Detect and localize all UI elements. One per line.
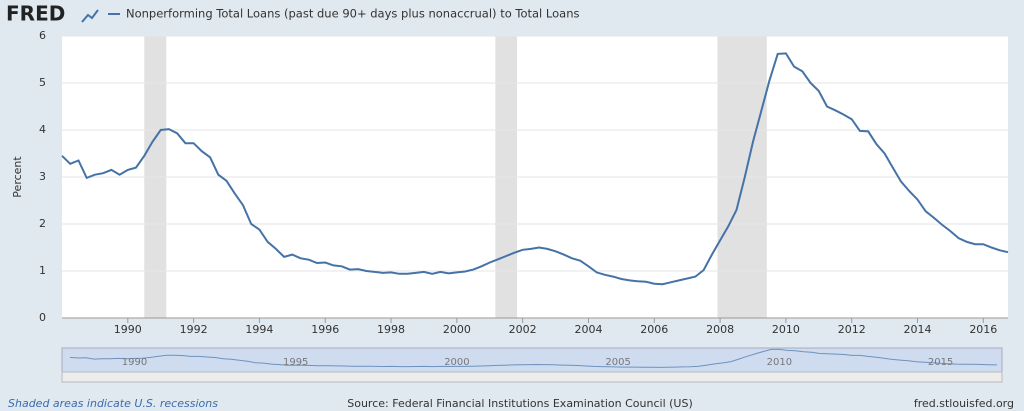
y-tick-label: 0 (39, 311, 46, 324)
y-tick-label: 1 (39, 264, 46, 277)
navigator[interactable] (61, 347, 1003, 373)
chart-title[interactable]: Nonperforming Total Loans (past due 90+ … (126, 7, 579, 21)
navigator-tick-label: 2010 (767, 357, 792, 368)
x-tick-label: 2006 (640, 323, 668, 336)
site[interactable]: fred.stlouisfed.org (914, 397, 1014, 410)
x-tick-label: 1998 (377, 323, 405, 336)
x-tick-label: 2014 (904, 323, 932, 336)
logo-icon (81, 9, 99, 23)
x-tick-label: 2012 (838, 323, 866, 336)
x-tick-label: 2000 (443, 323, 471, 336)
source: Source: Federal Financial Institutions E… (347, 397, 693, 410)
x-tick-label: 2002 (509, 323, 537, 336)
y-tick-label: 4 (39, 123, 46, 136)
x-tick-label: 2016 (969, 323, 997, 336)
y-tick-label: 2 (39, 217, 46, 230)
navigator-line (69, 348, 998, 368)
y-tick-label: 5 (39, 76, 46, 89)
navigator-tick-label: 2015 (928, 357, 953, 368)
x-tick-label: 1994 (245, 323, 273, 336)
navigator-tick-label: 1990 (122, 357, 147, 368)
logo: FRED (6, 2, 65, 26)
recession-note: Shaded areas indicate U.S. recessions (8, 397, 218, 410)
x-tick-label: 1996 (311, 323, 339, 336)
x-tick-label: 2008 (706, 323, 734, 336)
y-axis-label: Percent (11, 156, 24, 198)
series-line (61, 52, 1009, 286)
x-tick-label: 1990 (114, 323, 142, 336)
navigator-tick-label: 2000 (444, 357, 469, 368)
navigator-tick-label: 1995 (283, 357, 308, 368)
x-tick-label: 2010 (772, 323, 800, 336)
scrollbar[interactable] (61, 371, 1003, 383)
x-tick-label: 1992 (180, 323, 208, 336)
y-tick-label: 6 (39, 29, 46, 42)
x-tick-label: 2004 (574, 323, 602, 336)
navigator-tick-label: 2005 (605, 357, 630, 368)
y-tick-label: 3 (39, 170, 46, 183)
